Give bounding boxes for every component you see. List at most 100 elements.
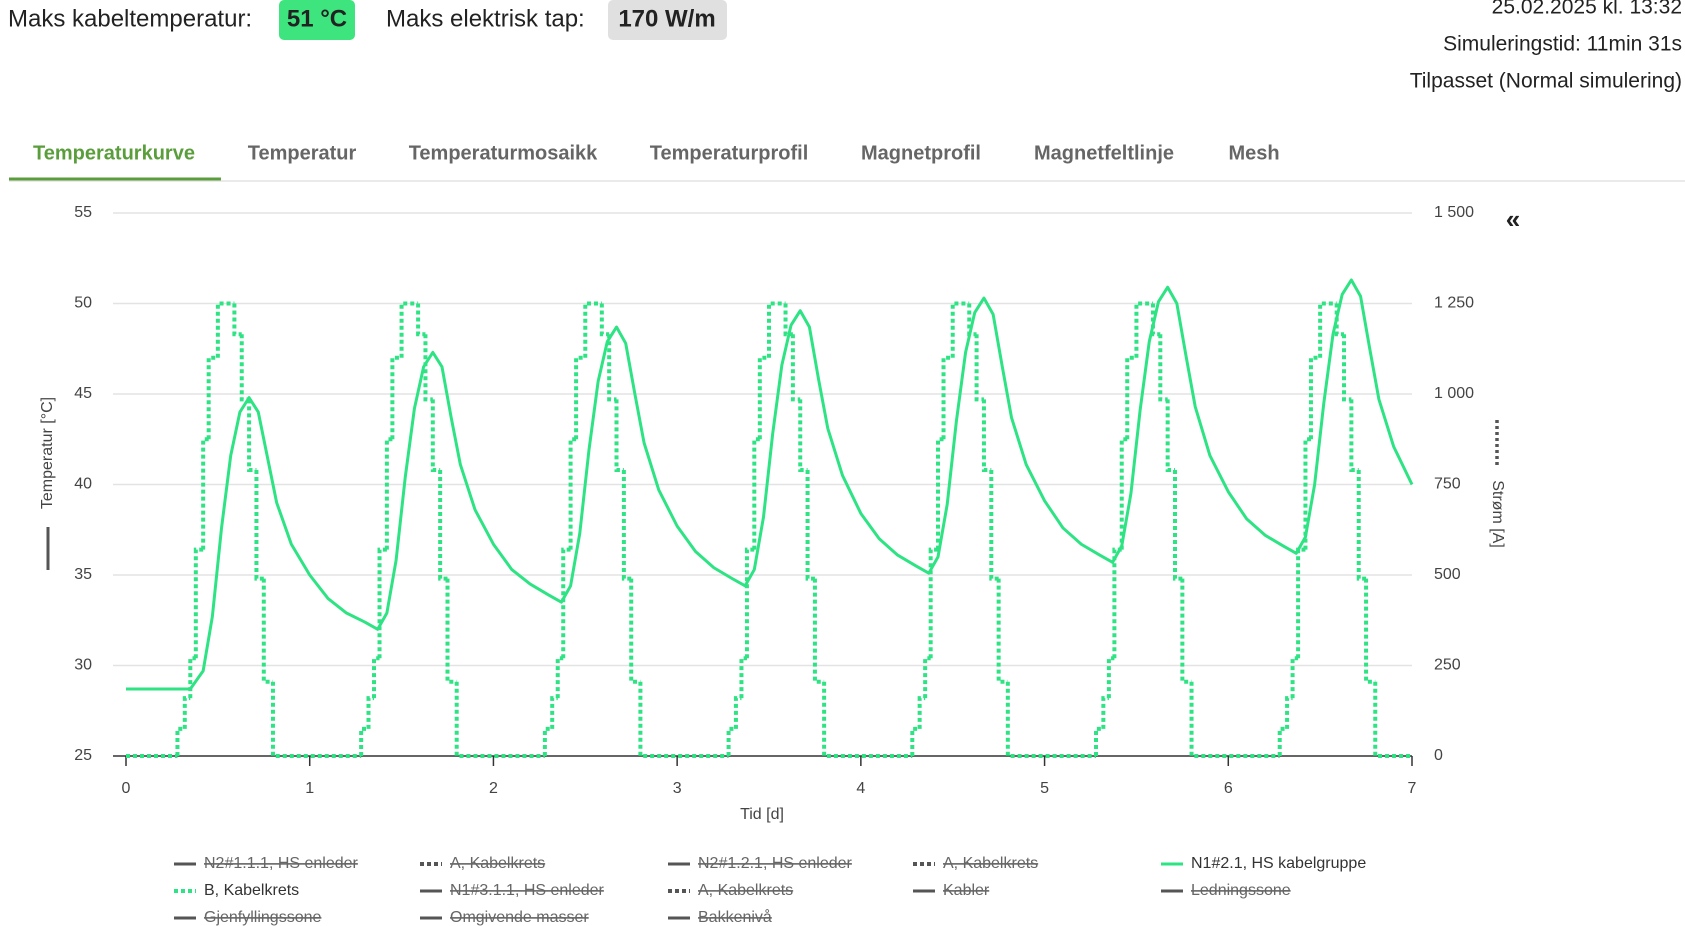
current-step <box>542 726 553 756</box>
current-step <box>384 437 393 550</box>
y2-tick-label: 1 000 <box>1434 385 1474 402</box>
current-step <box>550 696 558 729</box>
current-step <box>201 437 209 550</box>
legend-label[interactable]: Ledningssone <box>1191 882 1291 899</box>
current-step <box>941 355 953 440</box>
legend-label[interactable]: N1#2.1, HS kabelgruppe <box>1191 855 1366 872</box>
y2-tick-label: 500 <box>1434 566 1461 583</box>
y2-tick-label: 1 500 <box>1434 204 1474 221</box>
y2-tick-label: 750 <box>1434 476 1461 493</box>
legend-label[interactable]: N1#3.1.1, HS enleder <box>450 882 605 899</box>
y2-tick-label: 1 250 <box>1434 295 1474 312</box>
current-step <box>923 656 931 699</box>
current-step <box>726 726 736 756</box>
current-step <box>638 681 729 758</box>
tab[interactable]: Temperaturmosaikk <box>409 142 598 164</box>
legend-label[interactable]: B, Kabelkrets <box>204 882 299 899</box>
legend-label[interactable]: A, Kabelkrets <box>450 855 545 872</box>
current-step <box>561 547 571 659</box>
current-step <box>614 399 624 473</box>
current-step <box>767 301 786 358</box>
timestamp: 25.02.2025 kl. 13:32 <box>1492 0 1682 19</box>
current-step <box>438 470 448 581</box>
current-step <box>1134 301 1153 358</box>
current-step <box>599 303 610 337</box>
current-step <box>1101 696 1109 729</box>
current-step <box>583 301 602 358</box>
current-step <box>1318 301 1337 358</box>
current-step <box>757 355 769 440</box>
current-step <box>1290 656 1299 699</box>
current-step <box>822 681 913 758</box>
legend-label[interactable]: Gjenfyllingssone <box>204 909 322 926</box>
current-step <box>1364 578 1376 684</box>
current-step <box>390 355 402 440</box>
current-step <box>188 656 196 699</box>
y-tick-label: 45 <box>74 385 92 402</box>
max-loss-label: Maks elektrisk tap: <box>386 5 585 32</box>
x-tick-label: 1 <box>305 780 314 797</box>
collapse-button[interactable]: « <box>1506 204 1520 234</box>
current-step <box>1303 437 1311 550</box>
legend-label[interactable]: N2#1.2.1, HS enleder <box>698 855 853 872</box>
y-axis-label: Temperatur [°C] <box>39 397 56 509</box>
current-step <box>1005 681 1097 758</box>
legend-label[interactable]: A, Kabelkrets <box>943 855 1038 872</box>
current-step <box>752 437 760 550</box>
current-step <box>1277 726 1288 756</box>
x-axis-label: Tid [d] <box>740 806 784 823</box>
current-step <box>1349 399 1359 473</box>
current-step <box>981 399 992 473</box>
current-step <box>967 303 977 337</box>
x-tick-label: 7 <box>1408 780 1417 797</box>
legend-label[interactable]: Kabler <box>943 882 990 899</box>
current-step <box>989 470 999 581</box>
current-step <box>1356 470 1367 581</box>
x-tick-label: 0 <box>122 780 131 797</box>
max-temp-value: 51 °C <box>287 5 347 32</box>
y-tick-label: 25 <box>74 747 92 764</box>
x-tick-label: 6 <box>1224 780 1233 797</box>
current-step <box>812 578 825 684</box>
tab[interactable]: Magnetprofil <box>861 142 981 164</box>
legend-label[interactable]: Omgivende masser <box>450 909 589 926</box>
legend-label[interactable]: N2#1.1.1, HS enleder <box>204 855 359 872</box>
legend-label[interactable]: Bakkenivå <box>698 908 772 926</box>
current-step <box>1094 726 1104 756</box>
y2-tick-label: 0 <box>1434 747 1443 764</box>
current-step <box>1150 303 1161 337</box>
current-step <box>568 437 577 550</box>
legend-label[interactable]: A, Kabelkrets <box>698 882 793 899</box>
current-step <box>359 726 369 756</box>
current-step <box>1106 656 1115 699</box>
current-step <box>1373 681 1412 758</box>
tab[interactable]: Mesh <box>1228 142 1279 164</box>
current-step <box>239 334 250 402</box>
current-step <box>574 355 586 440</box>
tab[interactable]: Temperaturkurve <box>33 142 195 164</box>
current-step <box>621 470 632 581</box>
tab[interactable]: Magnetfeltlinje <box>1034 142 1174 164</box>
current-step <box>744 547 755 659</box>
current-step <box>805 470 815 581</box>
x-tick-label: 3 <box>673 780 682 797</box>
current-step <box>1342 334 1352 402</box>
current-step <box>910 726 920 756</box>
current-step <box>416 303 426 337</box>
current-step <box>607 334 617 402</box>
current-step <box>1334 303 1345 337</box>
current-step <box>454 681 545 758</box>
current-step <box>366 696 375 729</box>
tab[interactable]: Temperaturprofil <box>650 142 809 164</box>
current-step <box>996 578 1008 684</box>
y-tick-label: 50 <box>74 295 92 312</box>
x-tick-label: 4 <box>856 780 865 797</box>
current-step <box>399 301 419 358</box>
current-step <box>445 578 457 684</box>
y-tick-label: 30 <box>74 657 92 674</box>
current-step <box>1285 696 1293 729</box>
current-step <box>261 578 273 684</box>
tab[interactable]: Temperatur <box>248 142 357 164</box>
current-step <box>1173 470 1183 581</box>
current-step <box>377 547 387 659</box>
